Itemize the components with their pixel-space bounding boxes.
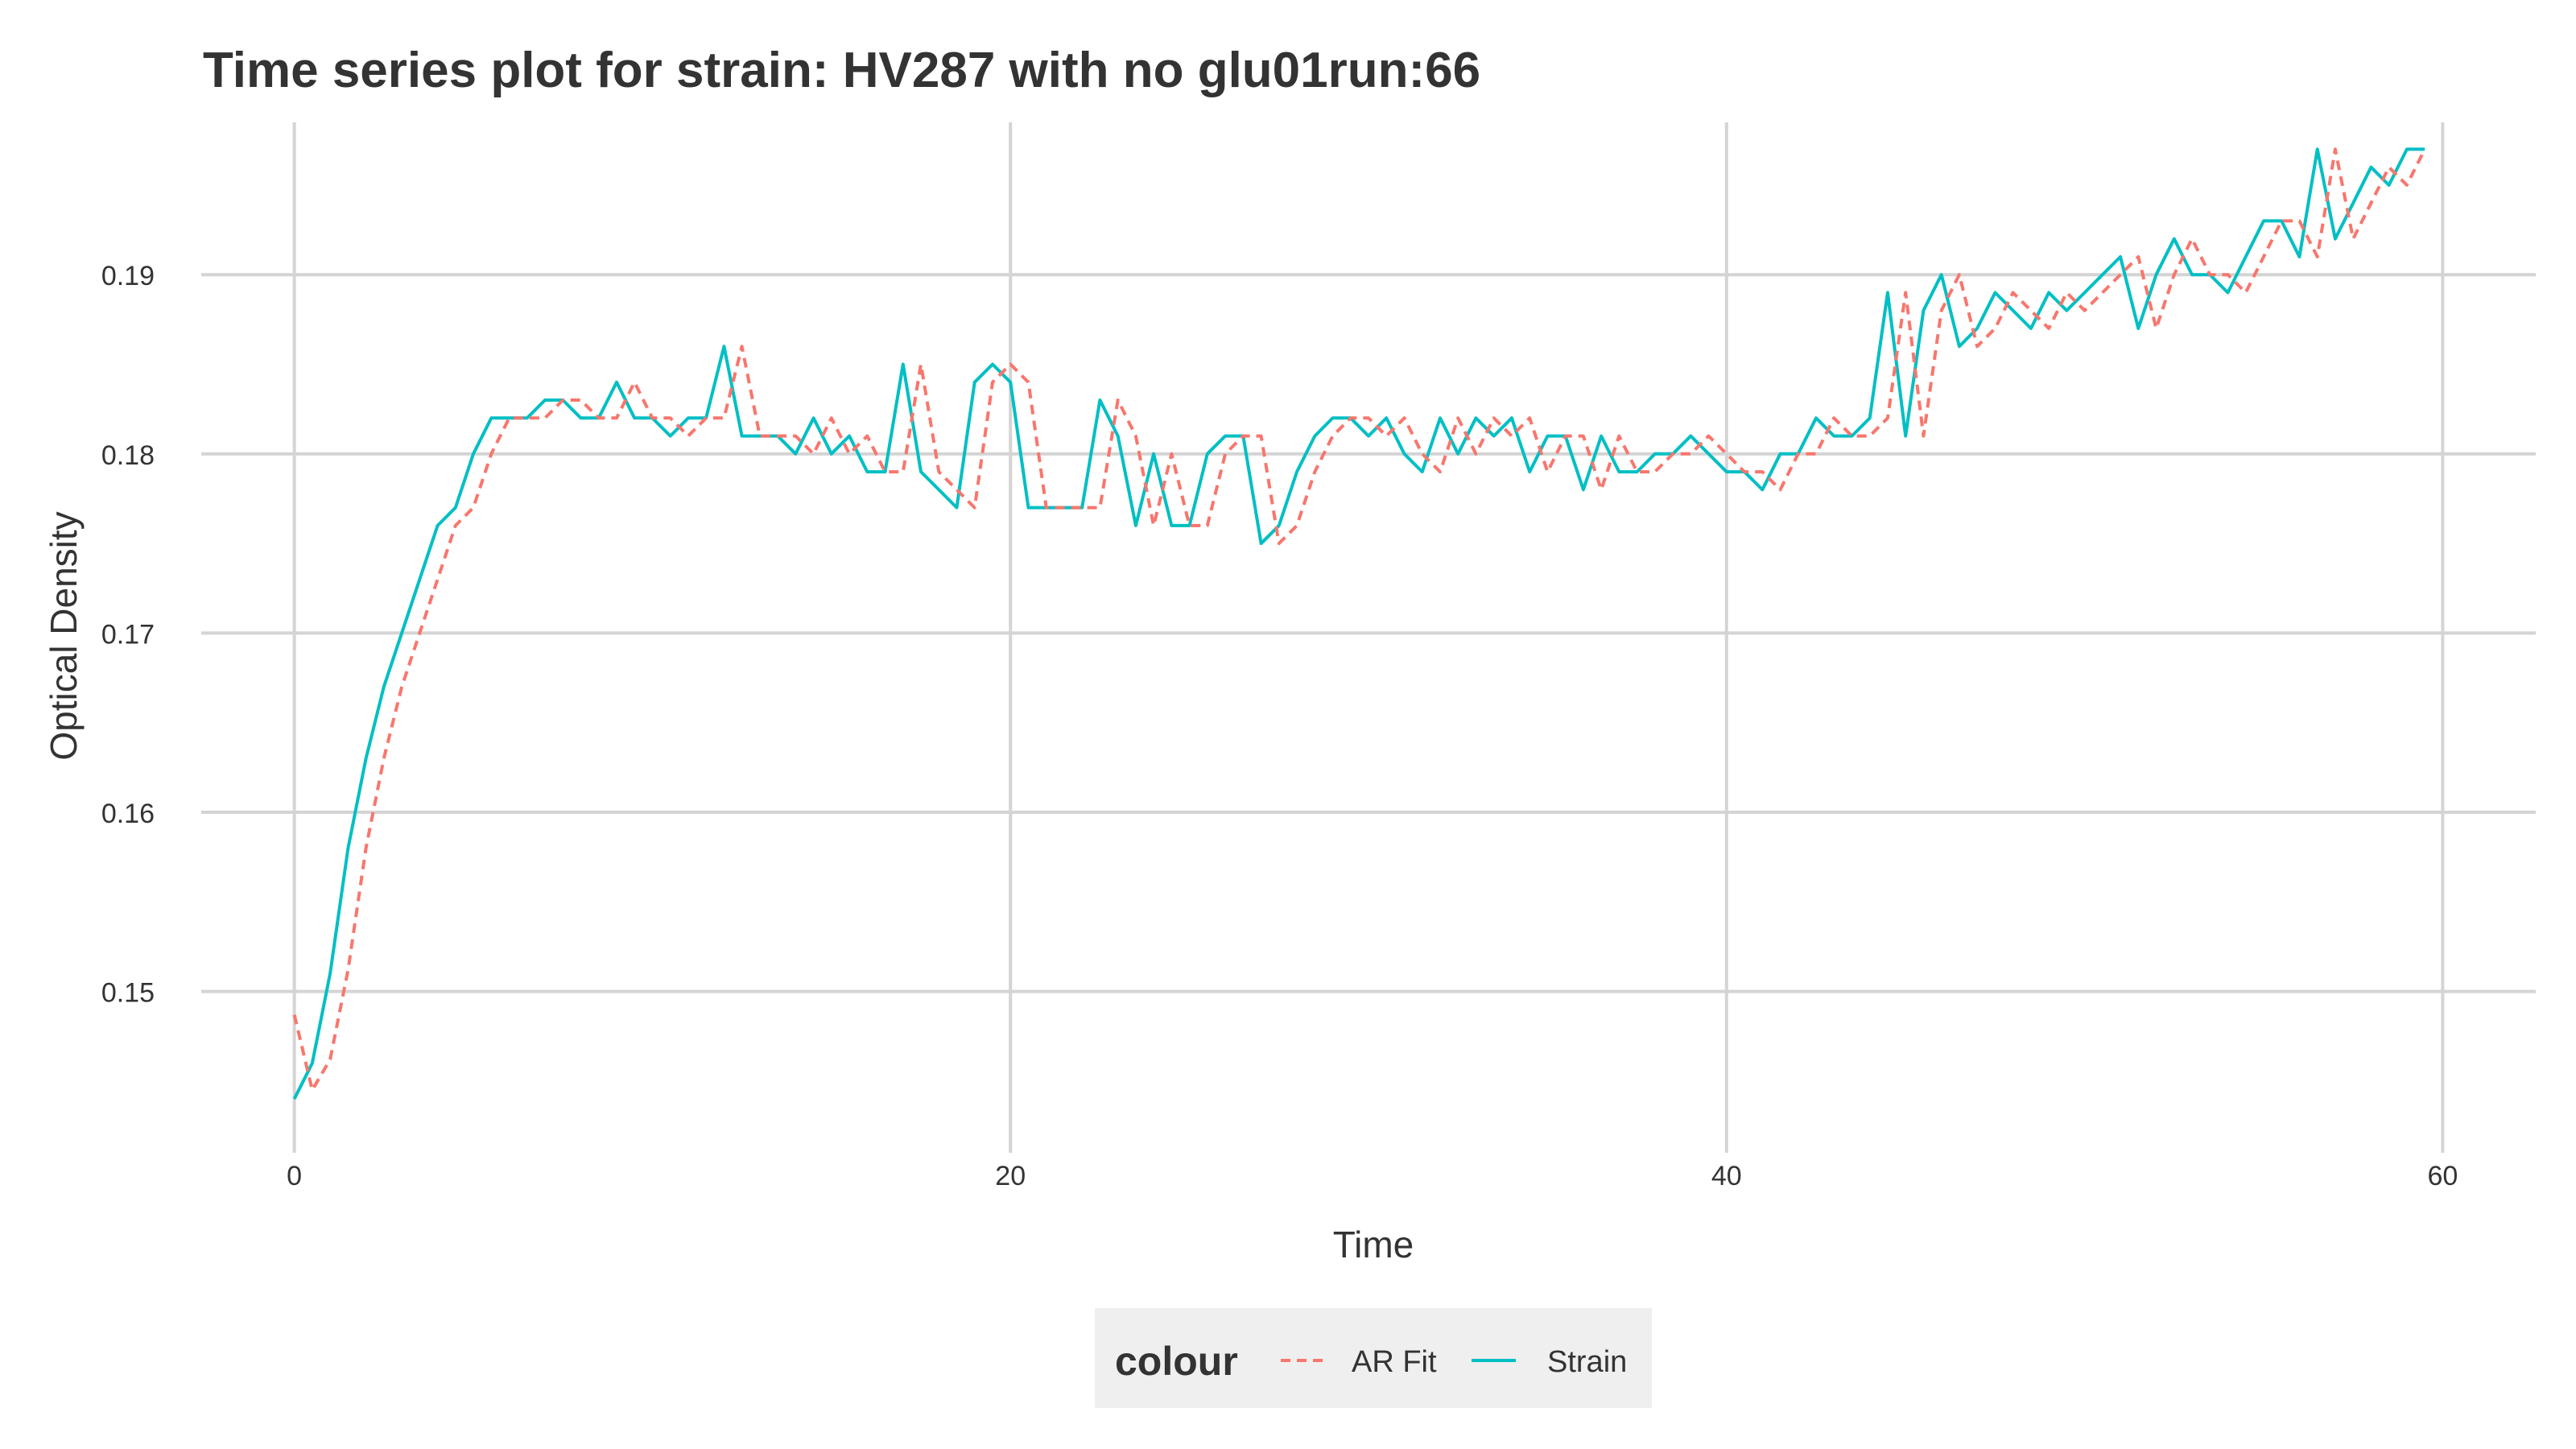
series-ar-fit-line	[292, 147, 2426, 1092]
legend-label-ar-fit: AR Fit	[1352, 1345, 1437, 1379]
grid-lines	[201, 122, 2536, 1153]
y-tick-label: 0.15	[101, 978, 155, 1009]
legend-background	[1095, 1308, 1652, 1408]
y-axis-title: Optical Density	[43, 511, 85, 760]
legend-title: colour	[1115, 1339, 1238, 1384]
y-tick-label: 0.18	[101, 440, 155, 471]
x-axis-title: Time	[1333, 1224, 1414, 1265]
y-tick-label: 0.16	[101, 799, 155, 829]
legend: colour AR Fit Strain	[1095, 1308, 1652, 1408]
x-tick-label: 60	[2427, 1161, 2458, 1191]
x-tick-label: 20	[995, 1161, 1026, 1191]
x-tick-label: 40	[1711, 1161, 1742, 1191]
y-tick-label: 0.19	[101, 261, 155, 291]
series-strain-line	[292, 147, 2425, 1100]
chart-title: Time series plot for strain: HV287 with …	[203, 43, 1480, 98]
x-tick-label: 0	[287, 1161, 302, 1191]
series-lines	[292, 147, 2426, 1100]
y-axis-ticks: 0.15 0.16 0.17 0.18 0.19	[101, 261, 155, 1008]
y-tick-label: 0.17	[101, 619, 155, 650]
x-axis-ticks: 0 20 40 60	[287, 1161, 2458, 1191]
legend-label-strain: Strain	[1547, 1345, 1627, 1379]
